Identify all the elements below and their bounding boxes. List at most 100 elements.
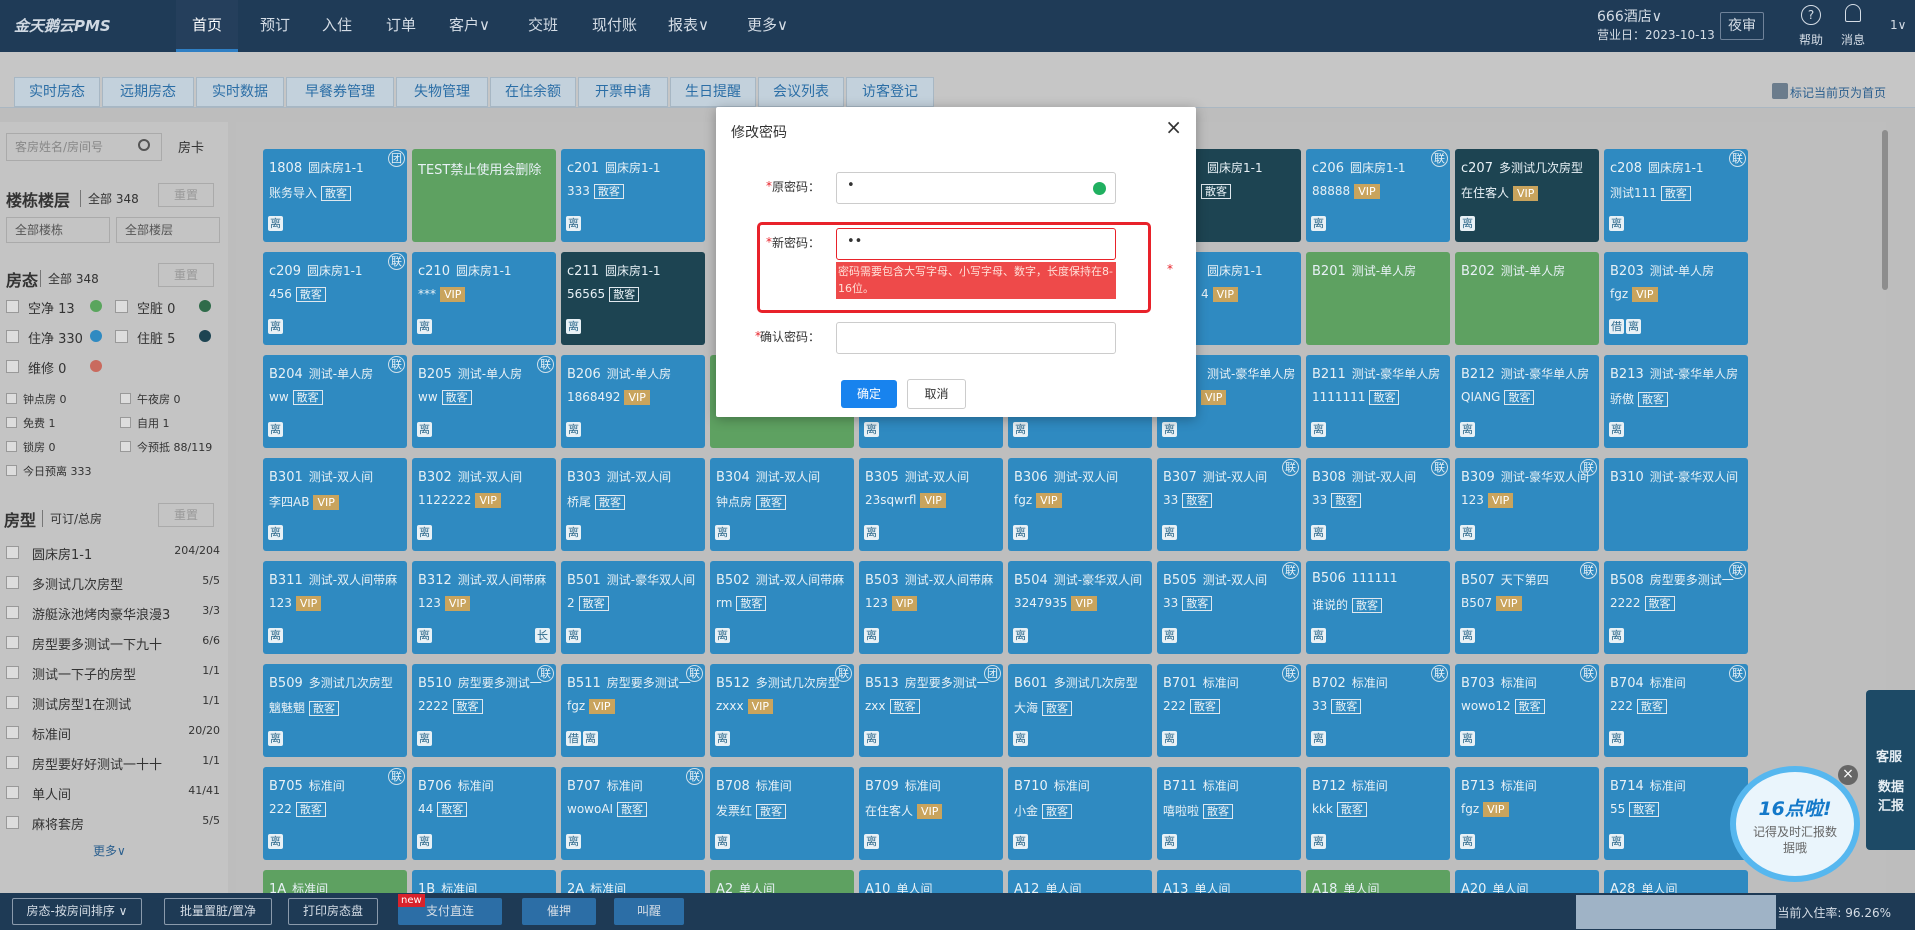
room-tile[interactable]: c209 圆床房1-1 456 散客 联离 [263, 252, 407, 345]
subtab[interactable]: 实时房态 [14, 77, 100, 107]
checkbox[interactable] [6, 636, 19, 649]
room-tile[interactable]: B311 测试-双人间带麻 123 VIP 离 [263, 561, 407, 654]
nav-item[interactable]: 更多∨ [747, 16, 788, 34]
subtab[interactable]: 实时数据 [196, 77, 284, 107]
room-tile[interactable]: B312 测试-双人间带麻 123 VIP 离 长 [412, 561, 556, 654]
bottom-button[interactable]: 叫醒 [614, 898, 684, 925]
room-tile[interactable]: B702 标准间 33 散客 联离 [1306, 664, 1450, 757]
room-tile[interactable]: A20 单人间 [1455, 870, 1599, 893]
subtab[interactable]: 会议列表 [758, 77, 844, 107]
checkbox[interactable] [6, 360, 19, 373]
cancel-button[interactable]: 取消 [907, 379, 966, 409]
room-tile[interactable]: B204 测试-单人房 ww 散客 联离 [263, 355, 407, 448]
room-tile[interactable]: B710 标准间 小金 散客离 [1008, 767, 1152, 860]
nav-item[interactable]: 预订 [260, 16, 291, 34]
subtab[interactable]: 访客登记 [846, 77, 934, 107]
room-tile[interactable]: B509 多测试几次房型 魑魅魍 散客离 [263, 664, 407, 757]
room-tile[interactable]: A28 单人间 [1604, 870, 1748, 893]
checkbox[interactable] [6, 300, 19, 313]
checkbox[interactable] [115, 300, 128, 313]
room-tile[interactable]: B304 测试-双人间 钟点房 散客离 [710, 458, 854, 551]
subtab[interactable]: 开票申请 [578, 77, 668, 107]
bottom-button[interactable]: 催押 [522, 898, 596, 925]
room-tile[interactable]: B305 测试-双人间 23sqwrfl VIP 离 [859, 458, 1003, 551]
room-tile[interactable]: B703 标准间 wowo12 散客 联离 [1455, 664, 1599, 757]
subtab[interactable]: 远期房态 [102, 77, 194, 107]
password-input[interactable] [836, 228, 1116, 260]
modal-close[interactable]: × [1165, 115, 1182, 139]
room-tile[interactable]: B306 测试-双人间 fgz VIP 离 [1008, 458, 1152, 551]
room-tile[interactable]: A12 单人间 [1008, 870, 1152, 893]
checkbox[interactable] [120, 393, 131, 404]
bottom-button[interactable]: 打印房态盘 [288, 898, 378, 925]
room-tile[interactable]: B709 标准间 在住客人 VIP 离 [859, 767, 1003, 860]
room-tile[interactable]: B206 测试-单人房 1868492 VIP 离 [561, 355, 705, 448]
room-tile[interactable]: B211 测试-豪华单人房 1111111 散客离 [1306, 355, 1450, 448]
room-tile[interactable]: B301 测试-双人间 李四AB VIP 离 [263, 458, 407, 551]
nav-item[interactable]: 首页 [176, 0, 239, 52]
select[interactable]: 全部楼层 [116, 217, 220, 243]
checkbox[interactable] [6, 393, 17, 404]
room-tile[interactable]: B213 测试-豪华单人房 骄傲 散客离 [1604, 355, 1748, 448]
room-tile[interactable]: 1808 圆床房1-1 账务导入 散客 团离 [263, 149, 407, 242]
more-link[interactable]: 更多∨ [93, 844, 126, 858]
room-tile[interactable]: B501 测试-豪华双人间 2 散客离 [561, 561, 705, 654]
night-audit-button[interactable]: 夜审 [1720, 12, 1764, 40]
checkbox[interactable] [115, 330, 128, 343]
room-tile[interactable]: B513 房型要多测试一 zxx 散客 团离 [859, 664, 1003, 757]
room-tile[interactable]: B310 测试-豪华双人间 [1604, 458, 1748, 551]
room-tile[interactable]: B713 标准间 fgz VIP 离 [1455, 767, 1599, 860]
room-tile[interactable]: B503 测试-双人间带麻 123 VIP 离 [859, 561, 1003, 654]
subtab[interactable]: 失物管理 [396, 77, 488, 107]
room-tile[interactable]: c206 圆床房1-1 88888 VIP 联离 [1306, 149, 1450, 242]
report-label[interactable]: 数据汇报 [1877, 780, 1904, 814]
room-tile[interactable]: B506 111111 谁说的 散客离 [1306, 561, 1450, 654]
pin-home[interactable]: 标记当前页为首页 [1790, 86, 1887, 100]
room-tile[interactable]: A13 单人间 [1157, 870, 1301, 893]
checkbox[interactable] [6, 576, 19, 589]
room-tile[interactable]: TEST禁止使用会删除 [412, 149, 556, 242]
checkbox[interactable] [120, 417, 131, 428]
room-tile[interactable]: B705 标准间 222 散客 联离 [263, 767, 407, 860]
bottom-button[interactable]: 房态-按房间排序 ∨ [12, 898, 142, 925]
password-input[interactable] [836, 172, 1116, 204]
nav-item[interactable]: 报表∨ [668, 16, 709, 34]
room-tile[interactable]: B307 测试-双人间 33 散客 联离 [1157, 458, 1301, 551]
checkbox[interactable] [6, 666, 19, 679]
room-tile[interactable]: B711 标准间 嘻啦啦 散客离 [1157, 767, 1301, 860]
room-tile[interactable]: c211 圆床房1-1 56565 散客离 [561, 252, 705, 345]
hotel-name[interactable]: 666酒店∨ [1597, 9, 1662, 25]
nav-item[interactable]: 交班 [528, 16, 559, 34]
bubble-close[interactable]: × [1838, 765, 1858, 785]
room-tile[interactable]: B302 测试-双人间 1122222 VIP 离 [412, 458, 556, 551]
room-tile[interactable]: B707 标准间 wowoAI 散客 联离 [561, 767, 705, 860]
nav-item[interactable]: 订单 [386, 16, 417, 34]
nav-item[interactable]: 入住 [322, 16, 353, 34]
room-tile[interactable]: B212 测试-豪华单人房 QIANG 散客离 [1455, 355, 1599, 448]
checkbox[interactable] [6, 786, 19, 799]
messages-label[interactable]: 消息 [1841, 33, 1866, 47]
room-tile[interactable]: B505 测试-双人间 33 散客 联离 [1157, 561, 1301, 654]
room-tile[interactable]: B708 标准间 发票红 散客离 [710, 767, 854, 860]
search-input[interactable]: 客房姓名/房间号 [6, 133, 162, 161]
reset-button[interactable]: 重置 [158, 183, 214, 207]
room-tile[interactable]: 1A 标准间 [263, 870, 407, 893]
room-tile[interactable]: B701 标准间 222 散客 联离 [1157, 664, 1301, 757]
subtab[interactable]: 在住余额 [490, 77, 576, 107]
checkbox[interactable] [6, 546, 19, 559]
room-tile[interactable]: B508 房型要多测试一 2222 散客 联离 [1604, 561, 1748, 654]
room-tile[interactable]: A2 单人间 [710, 870, 854, 893]
room-tile[interactable]: c207 多测试几次房型 在住客人 VIP 离 [1455, 149, 1599, 242]
room-tile[interactable]: 1B 标准间 [412, 870, 556, 893]
room-tile[interactable]: A18 单人间 [1306, 870, 1450, 893]
bottom-button[interactable]: 批量置脏/置净 [164, 898, 272, 925]
help-label[interactable]: 帮助 [1799, 33, 1824, 47]
reset-button[interactable]: 重置 [158, 263, 214, 287]
checkbox[interactable] [6, 330, 19, 343]
checkbox[interactable] [6, 417, 17, 428]
room-tile[interactable]: B706 标准间 44 散客离 [412, 767, 556, 860]
nav-item[interactable]: 客户∨ [449, 16, 490, 34]
nav-item[interactable]: 现付账 [592, 16, 638, 34]
subtab[interactable]: 生日提醒 [670, 77, 756, 107]
checkbox[interactable] [6, 756, 19, 769]
